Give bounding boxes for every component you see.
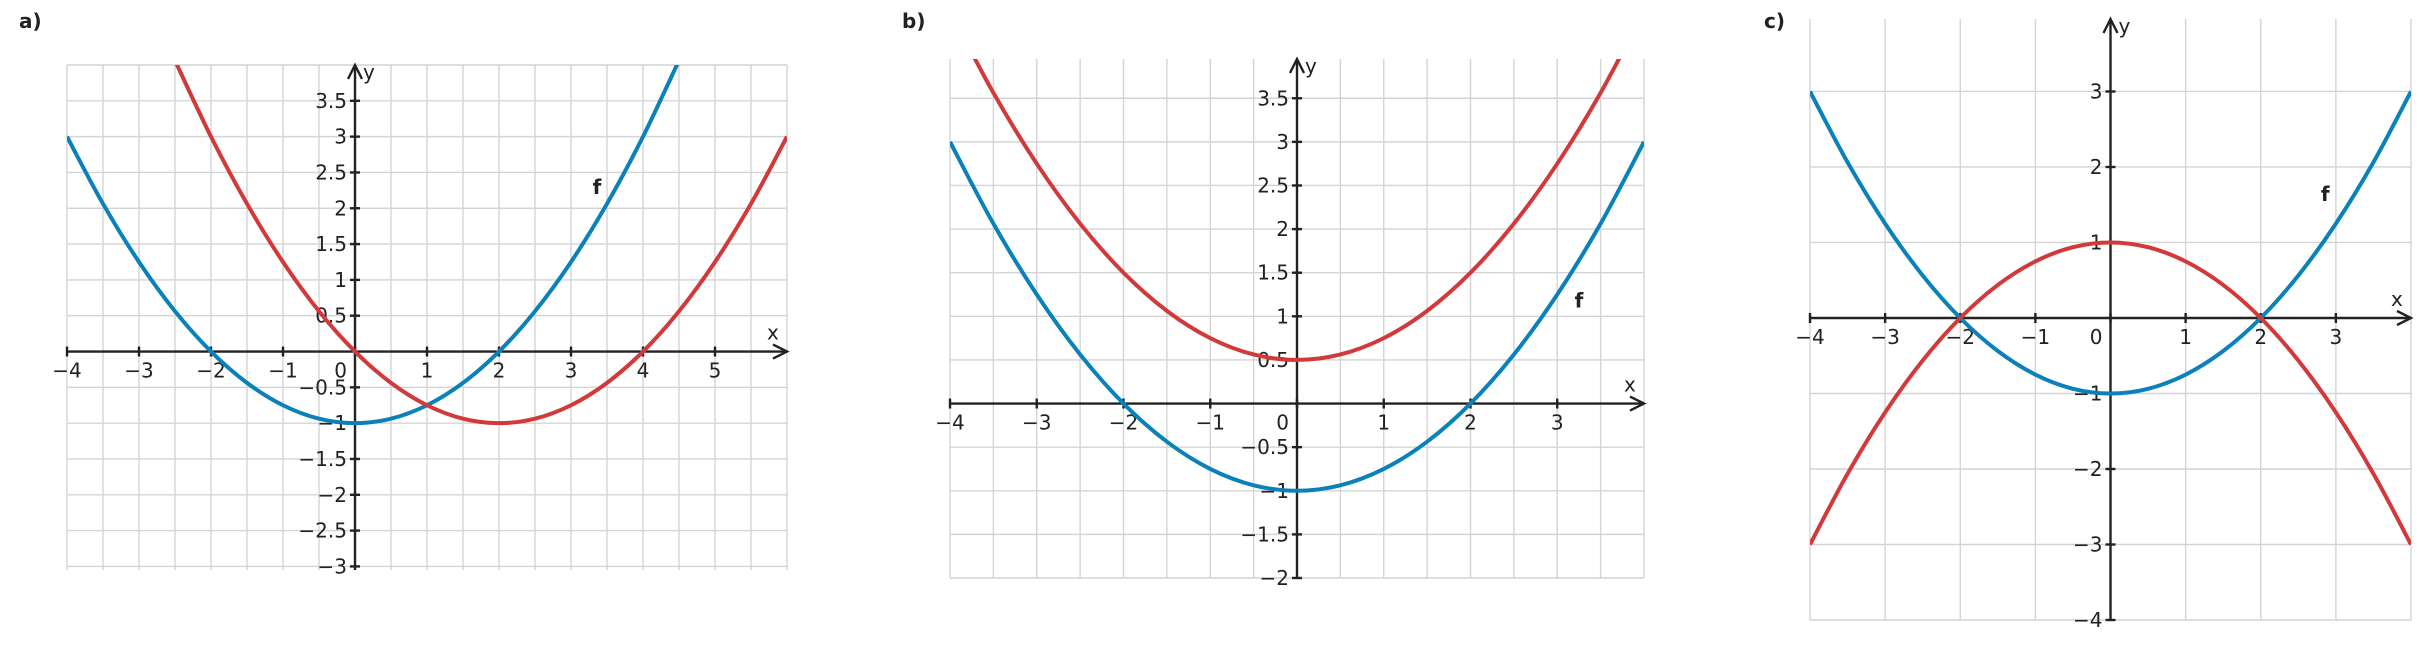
curve (67, 65, 680, 426)
y-tick-label: −2 (318, 483, 347, 507)
x-arrow (2396, 309, 2414, 327)
curve-label: f (1575, 289, 1584, 313)
panel-label: a) (19, 9, 42, 33)
x-arrow (772, 343, 790, 360)
curve-label: f (2321, 182, 2330, 206)
curve (950, 140, 1644, 493)
x-tick-label: 5 (709, 359, 722, 383)
x-tick-label: −4 (52, 359, 81, 383)
y-tick-label: 3 (2090, 79, 2103, 103)
x-tick-label: 1 (421, 359, 434, 383)
x-tick-label: 0 (2090, 325, 2103, 349)
x-tick-label: 0 (1276, 411, 1289, 435)
y-arrow (1288, 56, 1306, 74)
curves (67, 65, 787, 426)
y-tick-label: −2 (2073, 457, 2102, 481)
x-tick-label: 1 (2179, 325, 2192, 349)
x-tick-label: −3 (1022, 411, 1051, 435)
x-tick-label: −3 (1870, 325, 1899, 349)
y-tick-label: 1.5 (315, 232, 347, 256)
y-tick-label: 3.5 (1257, 86, 1289, 110)
y-tick-label: 2 (334, 196, 347, 220)
curve (972, 59, 1622, 362)
curve (1810, 240, 2411, 546)
y-axis-label: y (2119, 14, 2131, 38)
y-tick-label: 2.5 (315, 160, 347, 184)
curves (1810, 90, 2411, 546)
x-axis-label: x (2391, 287, 2403, 311)
y-tick-label: −0.5 (298, 375, 347, 399)
x-axis-label: x (1624, 373, 1636, 397)
x-tick-label: 2 (1464, 411, 1477, 435)
y-arrow (346, 62, 364, 80)
x-arrow (1629, 395, 1647, 412)
x-tick-label: −4 (935, 411, 964, 435)
y-tick-label: 3 (1276, 130, 1289, 154)
y-tick-label: −2.5 (298, 519, 347, 543)
panel-label: c) (1764, 9, 1785, 33)
y-tick-label: 1 (1276, 304, 1289, 328)
y-tick-label: 2 (2090, 155, 2103, 179)
y-tick-label: −1.5 (298, 447, 347, 471)
y-tick-label: 3.5 (315, 89, 347, 113)
x-axis-label: x (767, 321, 779, 345)
x-tick-label: −1 (2021, 325, 2050, 349)
y-tick-label: 2 (1276, 217, 1289, 241)
y-arrow (2102, 16, 2119, 34)
x-tick-label: −1 (268, 359, 297, 383)
y-tick-label: −4 (2073, 608, 2102, 632)
x-tick-label: 3 (1551, 411, 1564, 435)
y-tick-label: −2 (1260, 566, 1289, 590)
y-tick-label: −1.5 (1240, 522, 1289, 546)
x-tick-label: 4 (637, 359, 650, 383)
x-tick-label: 3 (2330, 325, 2343, 349)
curve (174, 65, 787, 426)
panel: b)xy−4 −3 −2 −1 0 1 2 3−2−1.5−1−0.50.511.522.53… (902, 9, 1647, 590)
y-axis-label: y (1305, 54, 1317, 78)
x-tick-label: −4 (1795, 325, 1824, 349)
curve-label: f (593, 175, 602, 199)
y-tick-label: −3 (2073, 532, 2102, 556)
x-tick-label: 0 (334, 359, 347, 383)
y-tick-label: 1 (334, 268, 347, 292)
y-tick-label: 2.5 (1257, 173, 1289, 197)
y-tick-label: −3 (318, 554, 347, 578)
y-tick-label: 1.5 (1257, 261, 1289, 285)
y-tick-label: −0.5 (1240, 435, 1289, 459)
x-tick-label: −3 (124, 359, 153, 383)
curve (1810, 90, 2411, 396)
x-tick-label: 2 (2254, 325, 2267, 349)
x-tick-label: 3 (565, 359, 578, 383)
panel: a)xy−4 −3 −2 −1 0 1 2 3 4 5−3−2.5−2−1.5−1−0.50.51… (19, 9, 790, 578)
curves (950, 59, 1644, 493)
y-axis-label: y (363, 60, 375, 84)
y-tick-label: 3 (334, 125, 347, 149)
panel-label: b) (902, 9, 925, 33)
x-tick-label: −1 (1196, 411, 1225, 435)
x-tick-label: 2 (493, 359, 506, 383)
x-tick-label: 1 (1377, 411, 1390, 435)
